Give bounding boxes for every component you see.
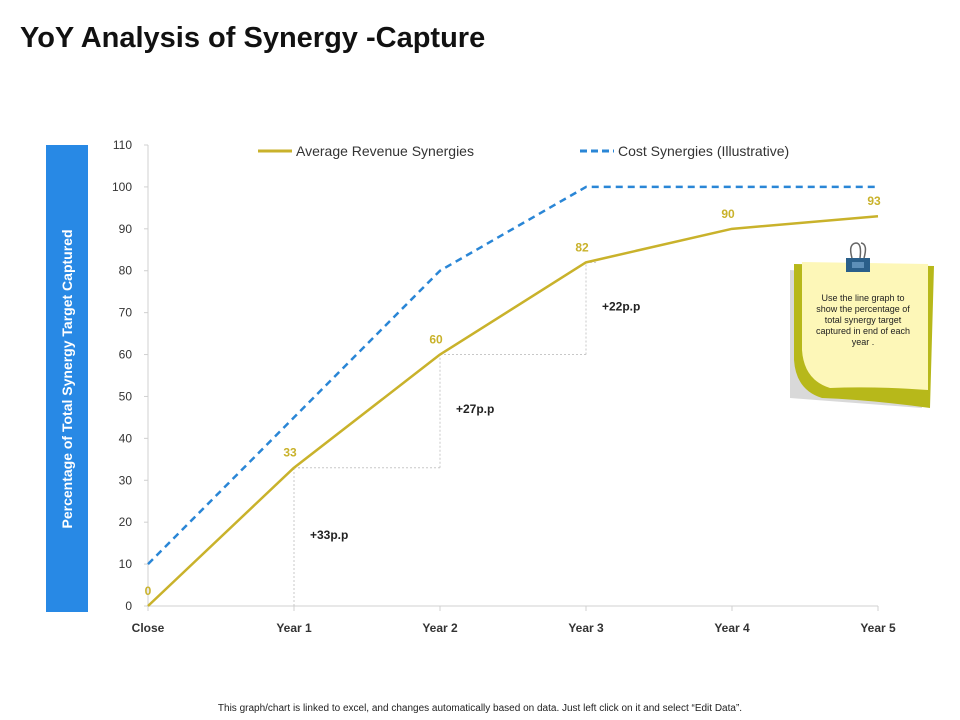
step-annotation: +27p.p (456, 402, 494, 416)
x-tick-label: Year 2 (422, 621, 458, 635)
y-tick-label: 30 (119, 473, 133, 487)
y-tick-label: 60 (119, 348, 133, 362)
sticky-note (790, 242, 934, 408)
x-tick-label: Year 5 (860, 621, 896, 635)
line-chart[interactable]: 0 10 20 30 40 50 60 70 80 90 100 110 Close Year 1 Year… (0, 0, 960, 700)
series-lines (147, 185, 879, 607)
footer-note: This graph/chart is linked to excel, and… (217, 703, 743, 714)
legend-label: Average Revenue Synergies (296, 143, 474, 159)
chart-axes: 0 10 20 30 40 50 60 70 80 90 100 110 Close Year 1 Year… (112, 138, 896, 635)
data-labels: 0 33 60 82 90 93 (145, 194, 881, 598)
y-tick-label: 20 (119, 515, 133, 529)
series-line-revenue (147, 215, 879, 607)
x-tick-label: Year 1 (276, 621, 312, 635)
data-label: 93 (867, 194, 881, 208)
note-text: Use the line graph to show the percentag… (815, 293, 911, 347)
chart-legend: Average Revenue Synergies Cost Synergies … (258, 143, 789, 159)
step-annotation: +33p.p (310, 528, 348, 542)
y-tick-label: 100 (112, 180, 132, 194)
x-tick-label: Year 3 (568, 621, 604, 635)
note-paper (802, 262, 928, 390)
binder-clip-icon (846, 242, 870, 272)
data-label: 60 (429, 333, 443, 347)
y-axis-label-box: Percentage of Total Synergy Target Captu… (46, 145, 88, 612)
legend-label: Cost Synergies (Illustrative) (618, 143, 789, 159)
y-tick-label: 70 (119, 306, 133, 320)
x-tick-label: Year 4 (714, 621, 750, 635)
y-tick-label: 0 (125, 599, 132, 613)
y-tick-label: 90 (119, 222, 133, 236)
y-tick-label: 50 (119, 389, 133, 403)
data-label: 0 (145, 584, 152, 598)
data-label: 33 (283, 446, 297, 460)
series-line-cost (147, 185, 878, 565)
y-tick-label: 110 (113, 138, 132, 152)
page-title: YoY Analysis of Synergy -Capture (20, 22, 486, 54)
y-tick-label: 10 (119, 557, 133, 571)
x-tick-label: Close (132, 621, 165, 635)
data-label: 82 (575, 240, 589, 254)
data-label: 90 (721, 207, 735, 221)
y-tick-label: 40 (119, 431, 133, 445)
y-tick-label: 80 (119, 264, 133, 278)
step-guides: +33p.p +27p.p +22p.p (293, 261, 640, 606)
step-annotation: +22p.p (602, 299, 640, 313)
